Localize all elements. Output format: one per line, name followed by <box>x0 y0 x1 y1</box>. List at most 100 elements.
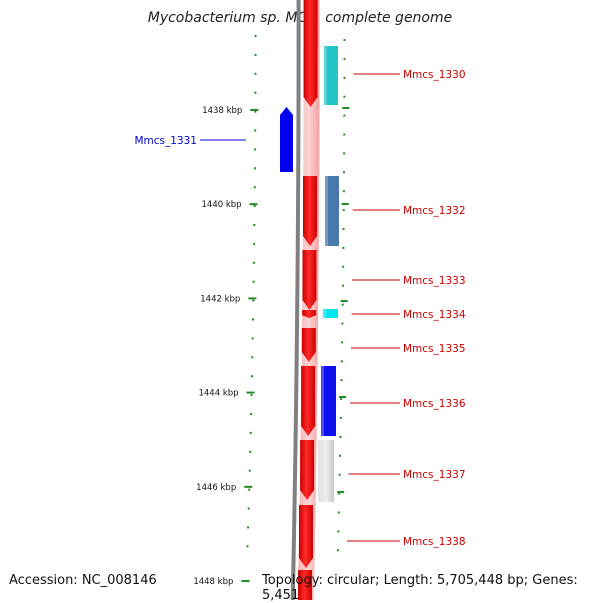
axis-tick <box>248 297 257 300</box>
axis-tick <box>241 580 250 582</box>
tick-dot <box>342 265 345 268</box>
tick-dash <box>339 396 347 398</box>
tick-dot <box>343 57 346 60</box>
gene-label: Mmcs_1336 <box>403 398 466 410</box>
tick-dot <box>343 76 346 79</box>
gene-label: Mmcs_1330 <box>403 69 466 81</box>
axis-tick <box>244 485 253 488</box>
tick-dot <box>252 299 255 302</box>
tick-dot <box>247 526 250 529</box>
tick-dot <box>254 91 257 94</box>
tick-dot <box>343 95 346 98</box>
tick-dot <box>250 394 253 397</box>
tick-dot <box>253 224 256 226</box>
tick-dot <box>249 450 252 453</box>
tick-dash <box>342 107 350 109</box>
tick-dot <box>340 379 343 382</box>
tick-dot <box>338 492 341 495</box>
tick-dot <box>254 72 257 75</box>
topology-text: Topology: circular; Length: 5,705,448 bp… <box>262 573 578 603</box>
gene-label: Mmcs_1337 <box>403 469 466 481</box>
tick-dot <box>252 318 255 321</box>
gene-highlight <box>321 366 324 436</box>
tick-dot <box>342 246 345 249</box>
tick-dot <box>343 39 346 41</box>
forward-arrow <box>303 48 318 107</box>
tick-dot <box>341 284 344 287</box>
tick-dot <box>252 280 255 283</box>
tick-dot <box>250 413 253 415</box>
tick-dot <box>252 261 255 264</box>
axis-tick <box>250 109 259 111</box>
tick-dot <box>342 209 345 212</box>
tick-dot <box>253 167 256 170</box>
tick-dot <box>254 148 257 151</box>
gene-highlight <box>324 46 327 105</box>
tick-dot <box>342 228 345 230</box>
gene-highlight <box>323 309 326 318</box>
tick-dot <box>254 129 257 132</box>
axis-label: 1440 kbp <box>202 200 242 210</box>
tick-dot <box>248 469 251 472</box>
tick-dot <box>249 431 252 434</box>
axis-tick <box>249 203 258 206</box>
tick-dot <box>341 341 344 344</box>
gene-label: Mmcs_1331 <box>134 135 197 147</box>
tick-dot <box>254 53 257 56</box>
gene-label: Mmcs_1334 <box>403 309 466 321</box>
gene-feature <box>318 440 334 502</box>
gene-feature <box>324 46 338 105</box>
gene-feature <box>323 309 338 318</box>
gene-label: Mmcs_1338 <box>403 536 466 548</box>
tick-dash <box>337 491 345 493</box>
tick-dot <box>338 473 341 476</box>
tick-dot <box>254 35 257 37</box>
tick-dash <box>341 203 349 205</box>
tick-dot <box>342 190 345 193</box>
tick-dot <box>339 435 342 438</box>
gene-label: Mmcs_1332 <box>403 205 466 217</box>
forward-arrow <box>301 328 316 362</box>
forward-arrow <box>301 366 316 436</box>
gene-highlight <box>325 176 328 246</box>
tick-dot <box>337 530 340 533</box>
tick-dot <box>336 549 339 552</box>
tick-dot <box>254 110 257 113</box>
tick-dot <box>253 186 256 189</box>
forward-arrow <box>298 570 313 600</box>
axis-label: 1446 kbp <box>196 483 236 493</box>
tick-dot <box>248 488 251 491</box>
tick-dot <box>251 356 254 359</box>
tick-dot <box>339 417 342 419</box>
tick-dot <box>337 511 340 514</box>
gene-label: Mmcs_1333 <box>403 275 466 287</box>
forward-arrow <box>302 250 317 310</box>
tick-dot <box>251 337 254 340</box>
tick-dot <box>253 205 256 208</box>
tick-dot <box>340 360 343 363</box>
axis-label: 1442 kbp <box>200 294 240 304</box>
tick-dot <box>343 152 346 155</box>
axis-label: 1448 kbp <box>193 577 233 587</box>
tick-dot <box>246 545 249 548</box>
tick-dot <box>340 398 343 401</box>
tick-dot <box>343 171 346 174</box>
backbone-line <box>290 0 301 600</box>
forward-arrow <box>303 0 318 48</box>
tick-dot <box>247 507 250 510</box>
tick-dot <box>343 114 346 117</box>
gene-feature <box>321 366 336 436</box>
gene-label: Mmcs_1335 <box>403 343 466 355</box>
forward-arrow <box>302 310 317 318</box>
accession-text: Accession: NC_008146 <box>9 573 157 588</box>
gene-feature <box>325 176 339 246</box>
tick-dot <box>343 133 346 136</box>
reverse-gene-arrow <box>280 107 293 172</box>
tick-dot <box>339 454 342 457</box>
axis-tick <box>246 391 255 394</box>
tick-dot <box>341 322 344 325</box>
gene-highlight <box>318 440 321 502</box>
axis-label: 1438 kbp <box>202 106 242 116</box>
forward-arrow <box>303 176 318 246</box>
